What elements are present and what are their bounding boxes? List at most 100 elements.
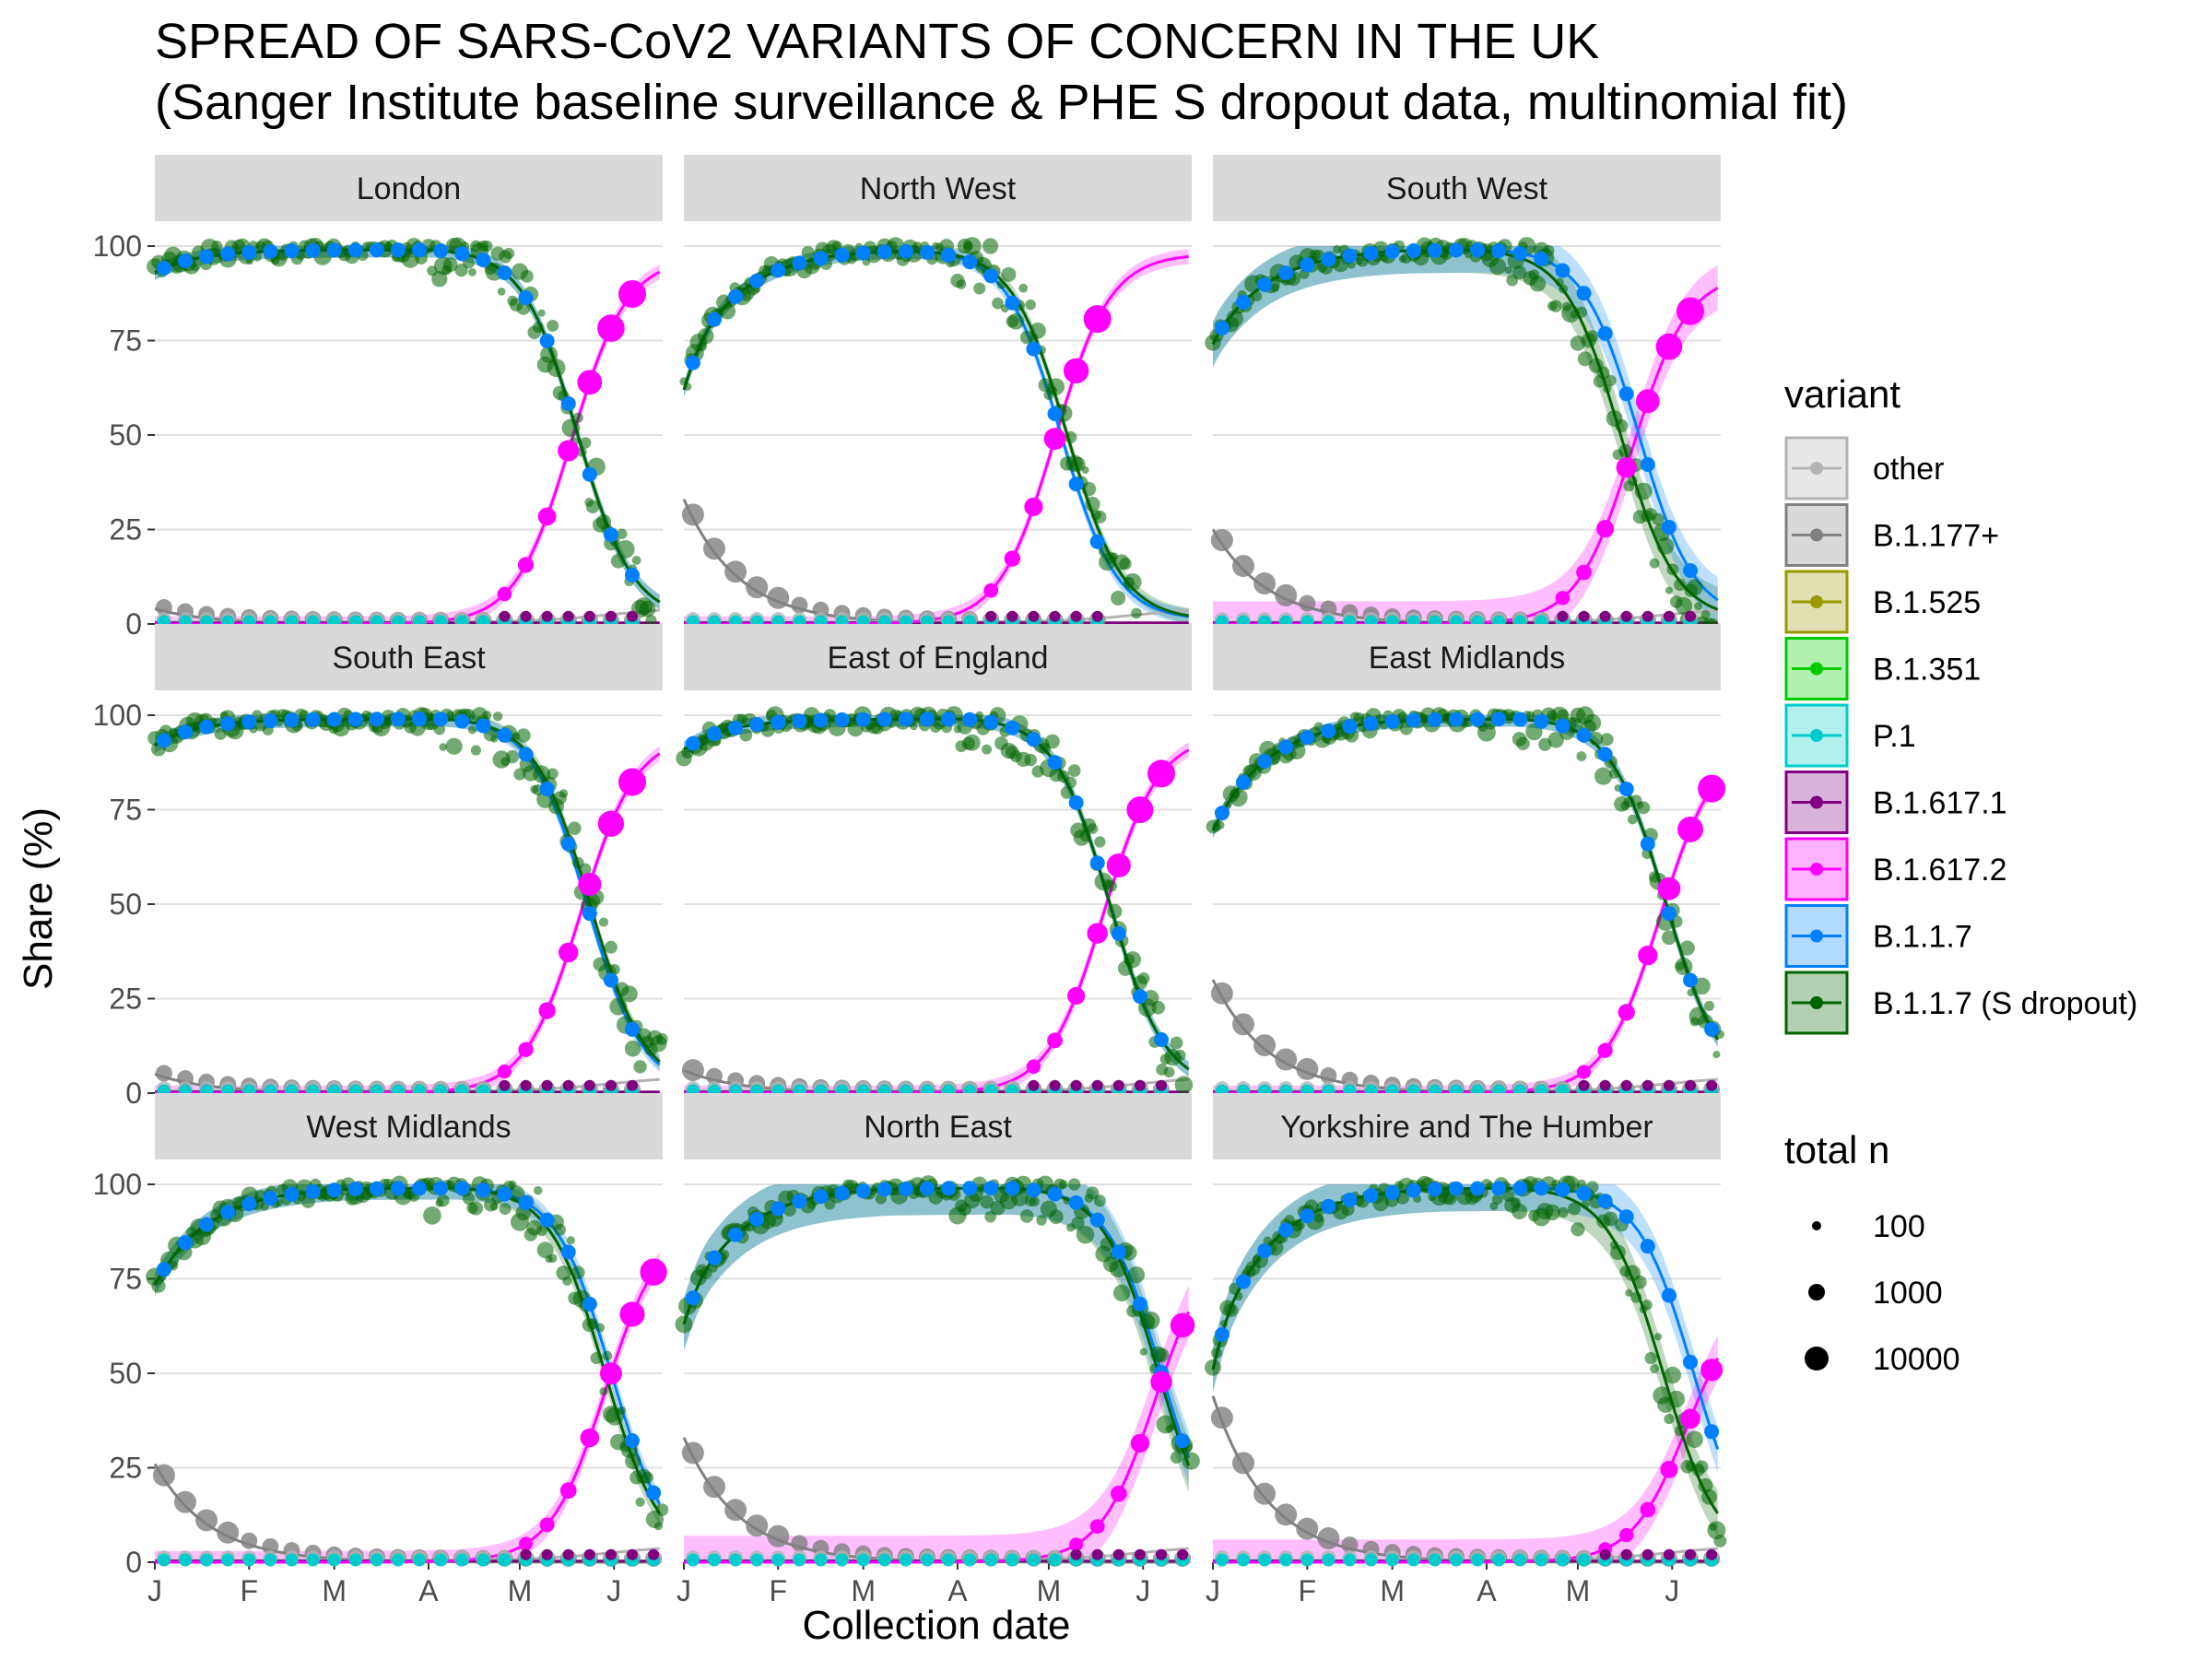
point-b16171 <box>583 610 595 622</box>
point-s-dropout <box>562 1276 572 1287</box>
y-tick-label: 75 <box>109 794 142 827</box>
point-b16172 <box>1657 877 1681 900</box>
point-b16172 <box>1640 1501 1656 1518</box>
point-p1 <box>814 1553 828 1567</box>
size-legend-label: 1000 <box>1873 1276 1943 1311</box>
point-s-dropout <box>1581 1200 1590 1209</box>
point-b117 <box>771 1201 786 1217</box>
point-b117 <box>771 263 786 278</box>
point-b16172 <box>1047 1032 1063 1049</box>
point-b117 <box>1342 719 1358 735</box>
legend-label: B.1.1.7 (S dropout) <box>1873 986 2137 1021</box>
point-b117 <box>983 268 999 284</box>
point-b117 <box>156 260 171 276</box>
point-b117 <box>749 273 765 288</box>
point-b117 <box>1555 718 1571 734</box>
legend-label: P.1 <box>1873 719 1916 754</box>
point-b16172 <box>1635 389 1660 414</box>
point-b16172 <box>619 1301 645 1327</box>
point-b117 <box>1597 1194 1613 1209</box>
point-b117 <box>476 253 491 268</box>
point-p1 <box>434 1553 448 1567</box>
point-b117 <box>1427 712 1442 727</box>
point-s-dropout <box>1666 563 1679 576</box>
point-p1 <box>348 1553 362 1567</box>
point-b1177 <box>1320 600 1337 618</box>
point-b117 <box>1214 320 1230 335</box>
legend-key-point <box>1810 462 1823 475</box>
facet-strip <box>155 624 663 690</box>
point-s-dropout <box>211 241 223 252</box>
facet-label: South East <box>332 641 486 676</box>
legend-item: B.1.177+ <box>1784 503 1999 567</box>
point-b1177 <box>152 1464 175 1487</box>
point-b117 <box>877 1182 892 1197</box>
point-b117 <box>1406 1182 1421 1198</box>
y-tick-label: 25 <box>109 982 142 1016</box>
point-b117 <box>1597 747 1613 762</box>
legend-key-point <box>1810 595 1823 608</box>
point-b117 <box>941 712 957 727</box>
fit-line-b117 <box>683 717 1190 1071</box>
point-b117 <box>1132 989 1147 1005</box>
ci-band-s-dropout <box>155 246 660 610</box>
fit-line-s-dropout <box>1211 717 1719 1041</box>
point-b117 <box>706 312 722 327</box>
point-s-dropout <box>151 1278 166 1293</box>
point-s-dropout <box>561 418 581 438</box>
point-s-dropout <box>635 1497 645 1507</box>
point-s-dropout <box>547 359 566 378</box>
legend-key-point <box>1810 729 1823 742</box>
point-b117 <box>1257 276 1273 292</box>
point-p1 <box>686 1553 700 1567</box>
point-b1177 <box>681 503 704 526</box>
y-tick-label: 75 <box>109 1263 142 1296</box>
size-legend-label: 100 <box>1873 1209 1925 1244</box>
point-s-dropout <box>540 346 559 364</box>
panel-east-midlands: East Midlands <box>1206 624 1726 1098</box>
point-b16172 <box>1596 520 1615 538</box>
point-b1177 <box>1320 1067 1337 1085</box>
point-p1 <box>856 1553 870 1567</box>
point-b117 <box>263 1190 278 1206</box>
legend: variant other B.1.177+ B.1.525 B.1.351 P.1 B.1… <box>1784 372 2137 1035</box>
point-s-dropout <box>520 269 534 283</box>
point-s-dropout <box>618 1406 627 1415</box>
point-b16171 <box>1641 1079 1653 1091</box>
point-b117 <box>220 246 236 262</box>
point-p1 <box>899 1553 912 1567</box>
fit-line-b16172 <box>155 1262 661 1564</box>
point-b117 <box>1321 252 1336 267</box>
point-b16172 <box>539 1517 555 1533</box>
point-b117 <box>560 1244 576 1260</box>
point-s-dropout <box>1586 330 1599 343</box>
point-s-dropout <box>910 722 918 731</box>
y-tick-label: 25 <box>109 1452 142 1485</box>
facet-strip <box>684 624 1192 690</box>
facet-strip <box>155 155 663 221</box>
point-s-dropout <box>1205 1359 1221 1376</box>
point-b1177 <box>1341 1536 1359 1554</box>
point-b117 <box>1257 753 1273 769</box>
point-p1 <box>877 1553 891 1567</box>
point-b16172 <box>497 586 512 602</box>
x-tick-label: J <box>1206 1574 1220 1607</box>
point-p1 <box>1406 1553 1420 1567</box>
point-b16171 <box>1091 1079 1103 1091</box>
point-p1 <box>200 1553 214 1567</box>
point-s-dropout <box>1025 299 1036 311</box>
point-b117 <box>728 720 744 735</box>
point-p1 <box>920 1553 934 1567</box>
point-b117 <box>749 1211 765 1227</box>
legend-key-point <box>1810 795 1823 809</box>
point-b16171 <box>1620 1548 1632 1560</box>
point-s-dropout <box>1675 958 1693 976</box>
point-b16171 <box>1685 1079 1697 1091</box>
point-b117 <box>1089 855 1105 871</box>
point-b117 <box>898 1181 913 1196</box>
point-b16172 <box>1660 1460 1678 1478</box>
point-s-dropout <box>801 245 815 259</box>
point-s-dropout <box>1627 814 1638 825</box>
point-s-dropout <box>760 723 775 737</box>
point-s-dropout <box>590 1351 603 1365</box>
